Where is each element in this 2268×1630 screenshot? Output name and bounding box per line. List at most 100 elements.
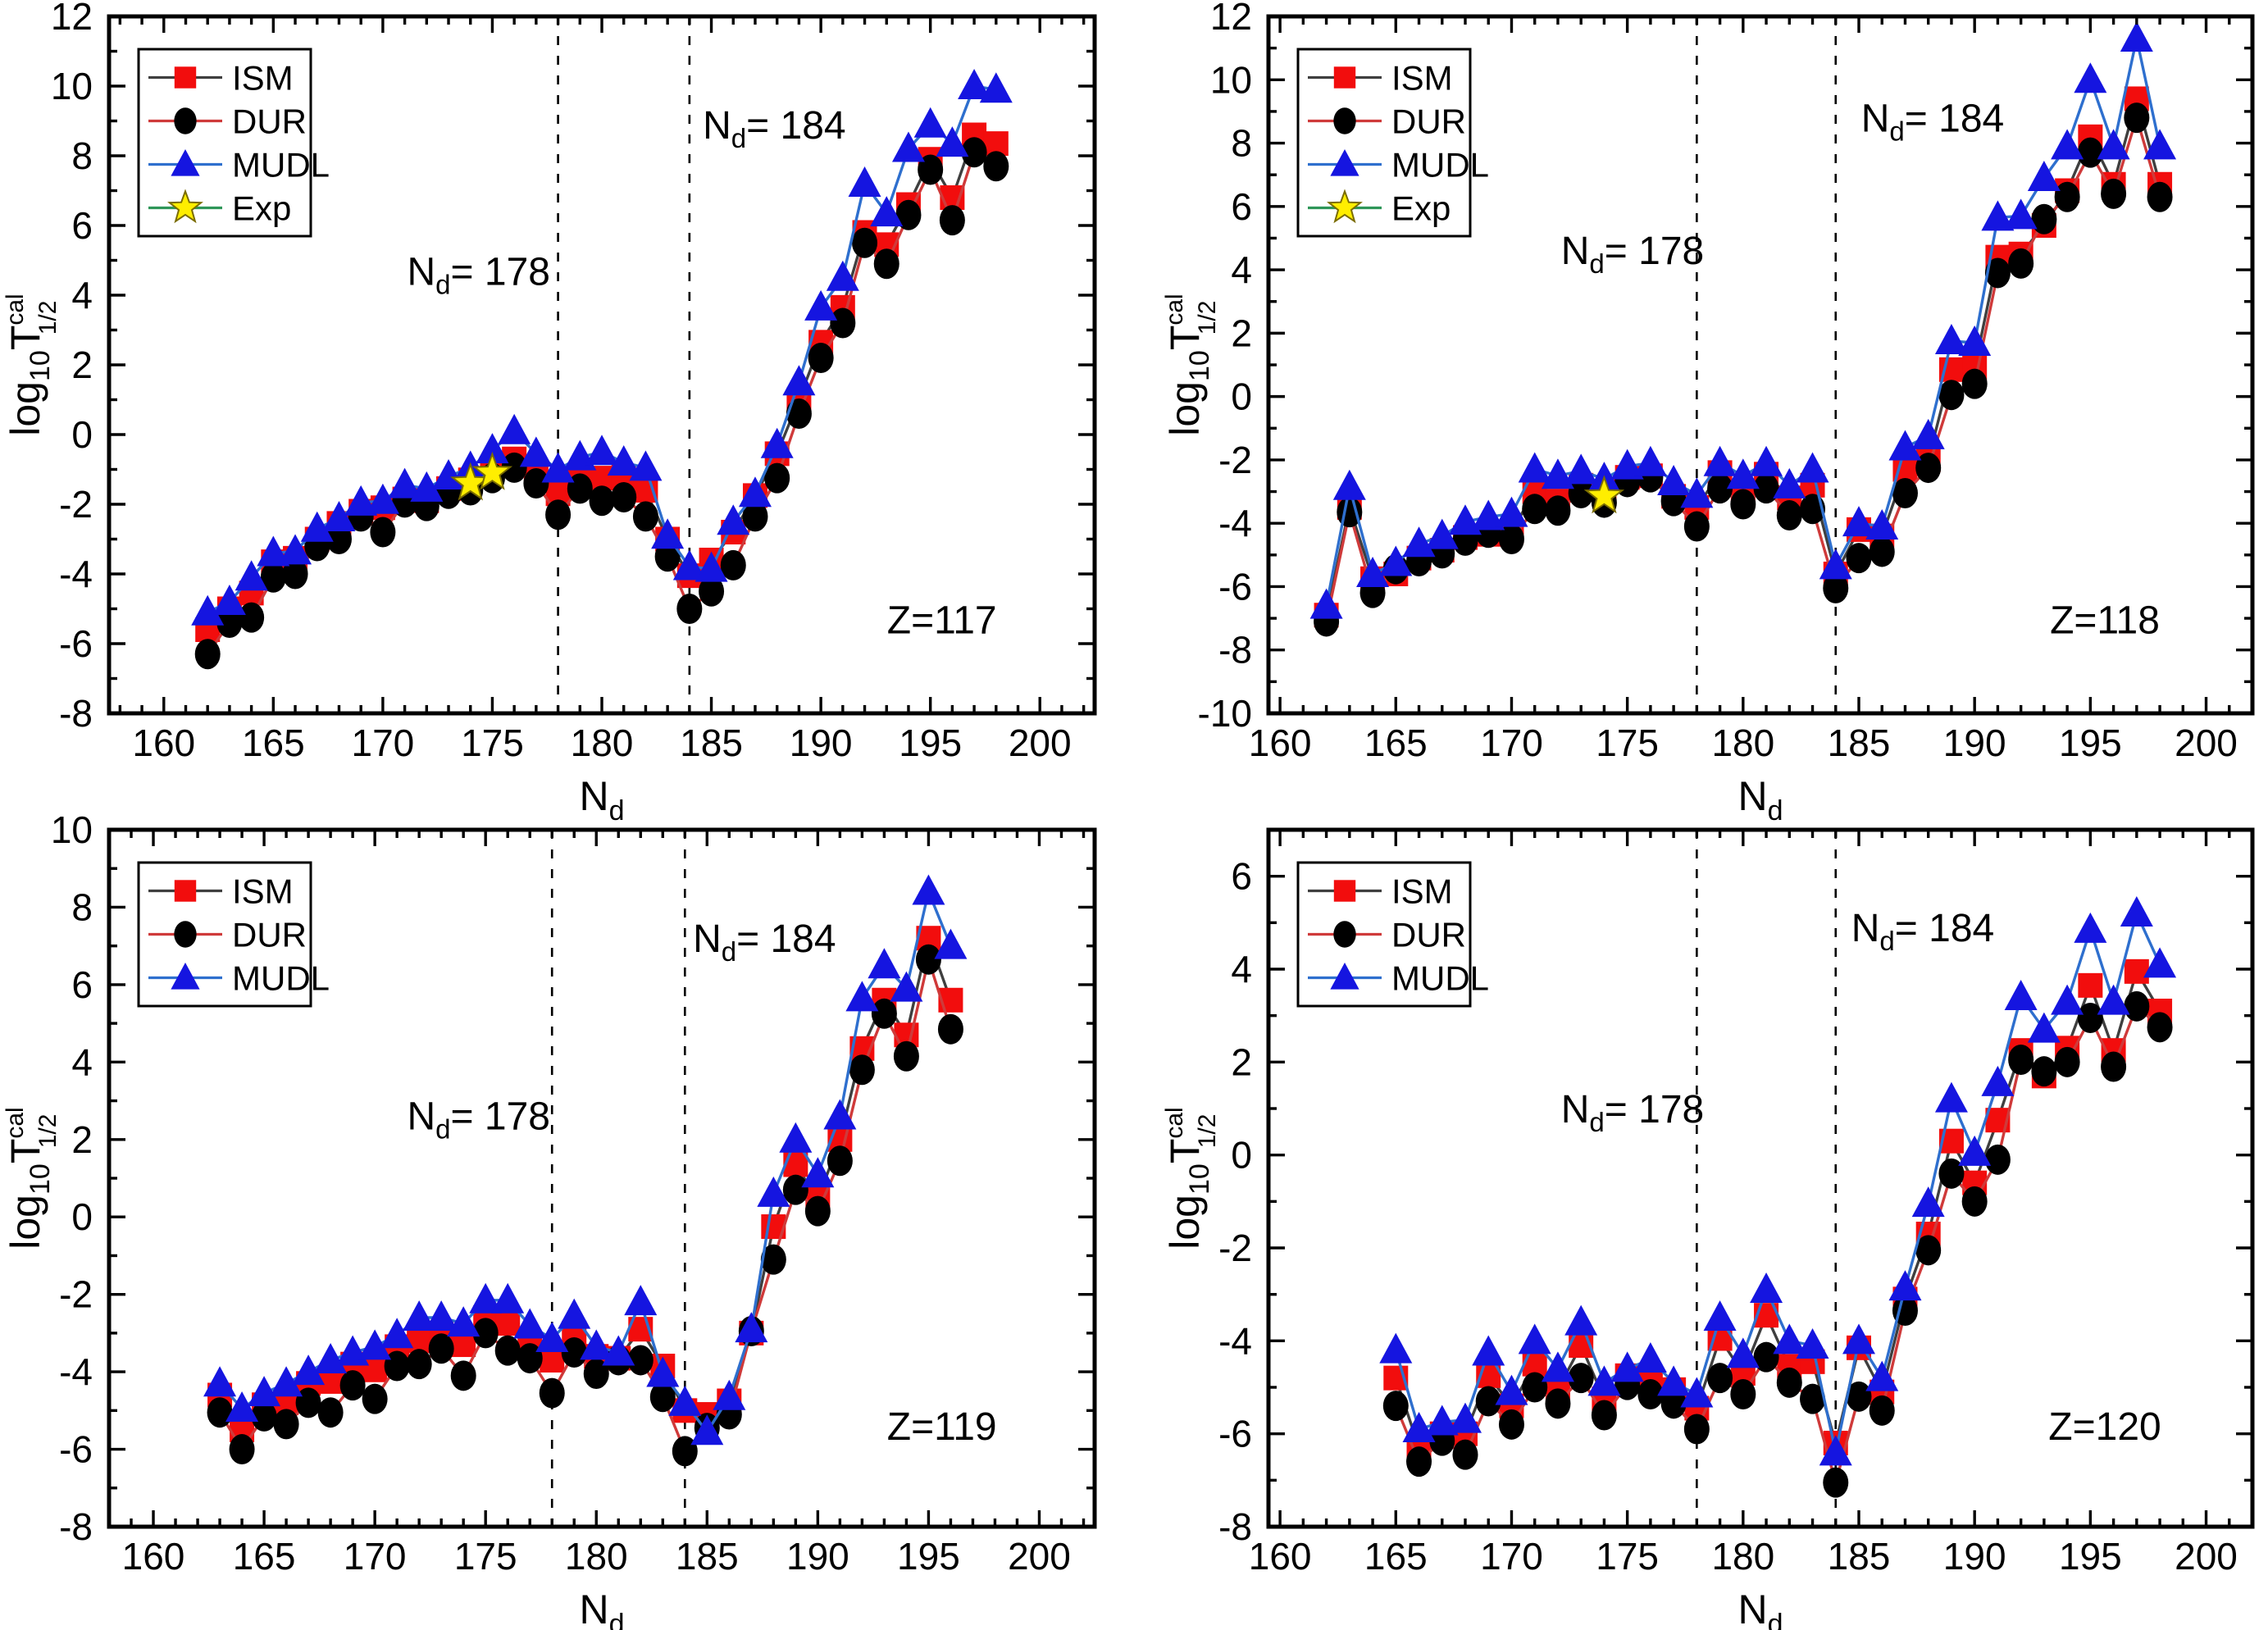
panel-z-120: 160 165 170 175 180 185 190 195 200 -8 -6 -4 -2 0 2 4 6 N… bbox=[1161, 827, 2255, 1630]
x-tick-label: 160 bbox=[122, 1535, 185, 1578]
legend-label-ism: ISM bbox=[1391, 872, 1453, 911]
x-tick-label: 165 bbox=[233, 1535, 296, 1578]
y-axis: -8 -6 -4 -2 0 2 4 6 8 10 bbox=[51, 808, 1095, 1548]
legend-label-ism: ISM bbox=[232, 872, 294, 911]
series-line-mudl bbox=[1394, 912, 2161, 1455]
panel-z-118: 160 165 170 175 180 185 190 195 200 -10 -8 -6 -4 -2 0 2… bbox=[1161, 0, 2255, 826]
x-axis-title: Nd bbox=[579, 1587, 624, 1630]
annotation-n184: Nd= 184 bbox=[703, 104, 845, 153]
y-tick-label: 2 bbox=[1231, 1040, 1252, 1083]
legend-label-mudl: MUDL bbox=[232, 959, 330, 998]
x-tick-label: 190 bbox=[786, 1535, 849, 1578]
y-tick-label: 6 bbox=[1231, 855, 1252, 898]
y-tick-label: 2 bbox=[1231, 312, 1252, 354]
annotation-n178: Nd= 178 bbox=[1561, 230, 1704, 279]
x-tick-label: 190 bbox=[1943, 1535, 2006, 1578]
legend-label-dur: DUR bbox=[232, 916, 307, 954]
reference-vlines bbox=[550, 830, 686, 1527]
axes-frame bbox=[1266, 827, 2255, 1529]
x-tick-label: 160 bbox=[1249, 1535, 1312, 1578]
y-tick-label: -8 bbox=[1218, 1505, 1252, 1548]
y-tick-label: 10 bbox=[1210, 58, 1252, 101]
y-tick-label: -8 bbox=[59, 1505, 93, 1548]
x-axis: 160 165 170 175 180 185 190 195 200 bbox=[1249, 16, 2254, 764]
x-tick-label: 195 bbox=[2059, 1535, 2122, 1578]
panel-z-label: Z=119 bbox=[887, 1405, 997, 1449]
legend: ISM DUR MUDL Exp bbox=[1296, 48, 1489, 238]
y-tick-label: 10 bbox=[51, 808, 93, 851]
legend-marker-dur-icon bbox=[174, 921, 197, 948]
legend-label-dur: DUR bbox=[1391, 916, 1466, 954]
series-mudl bbox=[1309, 21, 2177, 619]
y-tick-label: 4 bbox=[1231, 948, 1252, 990]
y-axis-title: log10Tcal 1/2 bbox=[1161, 294, 1221, 435]
x-tick-label: 175 bbox=[461, 722, 524, 764]
legend-label-mudl: MUDL bbox=[232, 146, 330, 184]
y-tick-label: -2 bbox=[59, 483, 93, 526]
legend-marker-mudl-icon bbox=[1330, 149, 1359, 176]
legend-marker-ism-icon bbox=[174, 880, 197, 902]
series-dur bbox=[1382, 990, 2173, 1498]
annotation-n184: Nd= 184 bbox=[1851, 907, 1994, 956]
panel-z-119: 160 165 170 175 180 185 190 195 200 -8 -6 -4 -2 0 2 4 6 8… bbox=[2, 808, 1097, 1630]
annotation-n184: Nd= 184 bbox=[1861, 97, 2004, 146]
x-tick-label: 175 bbox=[454, 1535, 517, 1578]
x-axis-title: Nd bbox=[1737, 773, 1783, 826]
y-tick-label: -8 bbox=[59, 692, 93, 735]
x-tick-label: 180 bbox=[571, 722, 634, 764]
x-tick-label: 185 bbox=[676, 1535, 739, 1578]
y-tick-label: 4 bbox=[71, 1040, 93, 1083]
series-dur bbox=[194, 137, 1009, 670]
x-tick-label: 200 bbox=[1009, 722, 1072, 764]
x-tick-label: 180 bbox=[565, 1535, 628, 1578]
y-tick-label: 0 bbox=[1231, 1134, 1252, 1177]
annotation-n178: Nd= 178 bbox=[408, 250, 550, 299]
x-tick-label: 190 bbox=[1943, 722, 2006, 764]
y-axis: -8 -6 -4 -2 0 2 4 6 8 10 12 bbox=[51, 0, 1095, 735]
y-tick-label: -2 bbox=[1218, 439, 1252, 481]
legend-label-ism: ISM bbox=[1391, 59, 1453, 98]
series-exp bbox=[450, 451, 513, 501]
legend-marker-ism-icon bbox=[174, 66, 197, 89]
x-tick-label: 165 bbox=[242, 722, 305, 764]
y-tick-label: 4 bbox=[71, 274, 93, 316]
legend-label-dur: DUR bbox=[232, 102, 307, 141]
x-axis-title: Nd bbox=[1737, 1587, 1783, 1630]
y-tick-label: 4 bbox=[1231, 248, 1252, 291]
x-tick-label: 175 bbox=[1596, 722, 1659, 764]
series-exp bbox=[1583, 475, 1625, 514]
legend-marker-mudl-icon bbox=[171, 963, 200, 990]
x-tick-label: 190 bbox=[790, 722, 853, 764]
y-tick-label: 12 bbox=[51, 0, 93, 38]
x-tick-label: 200 bbox=[2175, 1535, 2238, 1578]
y-tick-label: 8 bbox=[71, 134, 93, 177]
x-axis: 160 165 170 175 180 185 190 195 200 bbox=[118, 16, 1086, 764]
x-axis: 160 165 170 175 180 185 190 195 200 bbox=[107, 830, 1086, 1578]
x-tick-label: 195 bbox=[899, 722, 962, 764]
y-axis-title: log10Tcal 1/2 bbox=[2, 1107, 61, 1249]
legend-marker-ism-icon bbox=[1333, 880, 1356, 902]
x-tick-label: 170 bbox=[352, 722, 415, 764]
panel-z-label: Z=120 bbox=[2048, 1405, 2161, 1449]
x-axis: 160 165 170 175 180 185 190 195 200 bbox=[1249, 830, 2254, 1578]
series-mudl bbox=[191, 69, 1013, 626]
x-tick-label: 195 bbox=[2059, 722, 2122, 764]
legend-label-mudl: MUDL bbox=[1391, 146, 1489, 184]
y-tick-label: -8 bbox=[1218, 629, 1252, 672]
y-tick-label: -2 bbox=[1218, 1227, 1252, 1269]
annotation-n178: Nd= 178 bbox=[408, 1095, 550, 1145]
series-line-dur bbox=[206, 151, 997, 655]
legend-label-exp: Exp bbox=[1391, 189, 1451, 228]
y-tick-label: -6 bbox=[1218, 565, 1252, 608]
legend-label-ism: ISM bbox=[232, 59, 294, 98]
legend-marker-dur-icon bbox=[174, 107, 197, 134]
x-axis-title: Nd bbox=[579, 773, 624, 826]
x-tick-label: 185 bbox=[1828, 722, 1891, 764]
y-tick-label: -4 bbox=[59, 553, 93, 595]
annotation-n184: Nd= 184 bbox=[693, 917, 836, 967]
panel-z-label: Z=118 bbox=[2050, 599, 2160, 642]
legend-marker-mudl-icon bbox=[171, 149, 200, 176]
x-tick-label: 160 bbox=[132, 722, 195, 764]
